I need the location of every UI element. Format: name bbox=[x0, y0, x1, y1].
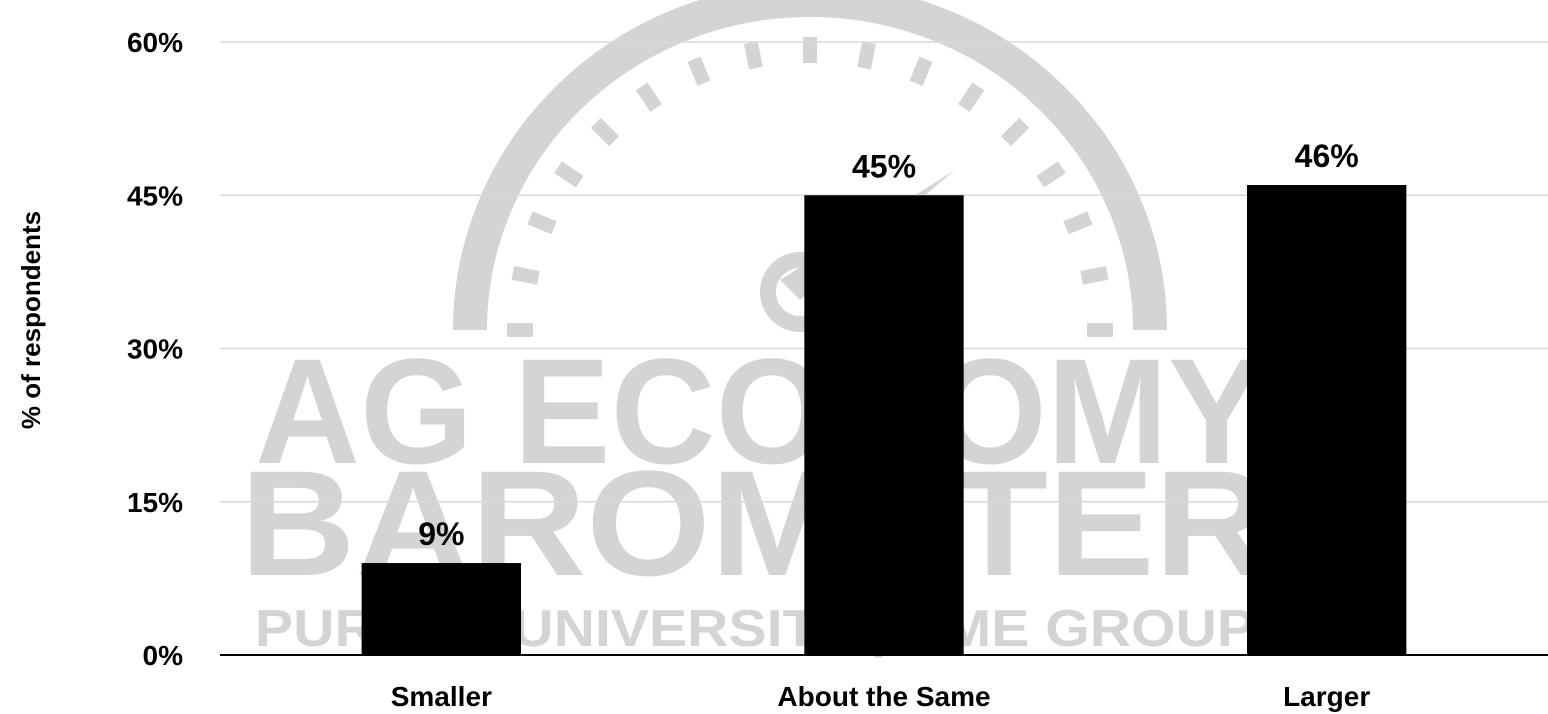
gauge-tick bbox=[1087, 323, 1113, 337]
x-category-label: Smaller bbox=[391, 681, 492, 712]
gauge-tick bbox=[1080, 265, 1109, 285]
bar-about-the-same bbox=[804, 195, 964, 655]
watermark-line1: AG ECONOMY bbox=[255, 327, 1265, 495]
gauge-tick bbox=[857, 41, 876, 70]
data-label: 45% bbox=[852, 148, 916, 184]
y-tick-label: 60% bbox=[127, 27, 183, 58]
data-labels: 9% 45% 46% bbox=[418, 138, 1358, 552]
gauge-tick bbox=[1036, 161, 1066, 188]
y-axis-title: % of respondents bbox=[16, 211, 46, 429]
bars bbox=[361, 185, 1407, 656]
bar-larger bbox=[1246, 185, 1407, 656]
x-category-label: About the Same bbox=[777, 681, 990, 712]
gauge-tick bbox=[1000, 117, 1030, 147]
gauge-tick bbox=[507, 323, 533, 337]
x-axis-labels: Smaller About the Same Larger bbox=[391, 681, 1371, 712]
gauge-tick bbox=[744, 41, 763, 70]
y-tick-label: 15% bbox=[127, 487, 183, 518]
gauge-tick bbox=[803, 37, 817, 63]
watermark-logo: AG ECONOMY BAROMETER PURDUE UNIVERSITY |… bbox=[240, 0, 1270, 658]
y-tick-label: 30% bbox=[127, 334, 183, 365]
x-category-label: Larger bbox=[1283, 681, 1370, 712]
gauge-tick bbox=[554, 161, 584, 188]
gauge-tick bbox=[958, 82, 985, 112]
gauge-tick bbox=[909, 56, 933, 87]
y-axis-ticks: 0% 15% 30% 45% 60% bbox=[127, 27, 183, 671]
gauge-tick bbox=[687, 56, 711, 87]
gauge-tick bbox=[511, 265, 540, 285]
gauge-tick bbox=[527, 211, 557, 235]
gauge-tick bbox=[1063, 211, 1093, 235]
data-label: 9% bbox=[418, 516, 464, 552]
bar-smaller bbox=[361, 563, 522, 655]
y-tick-label: 45% bbox=[127, 180, 183, 211]
data-label: 46% bbox=[1295, 138, 1359, 174]
gauge-tick bbox=[590, 117, 620, 147]
y-tick-label: 0% bbox=[143, 640, 184, 671]
gauge-tick bbox=[635, 82, 662, 112]
